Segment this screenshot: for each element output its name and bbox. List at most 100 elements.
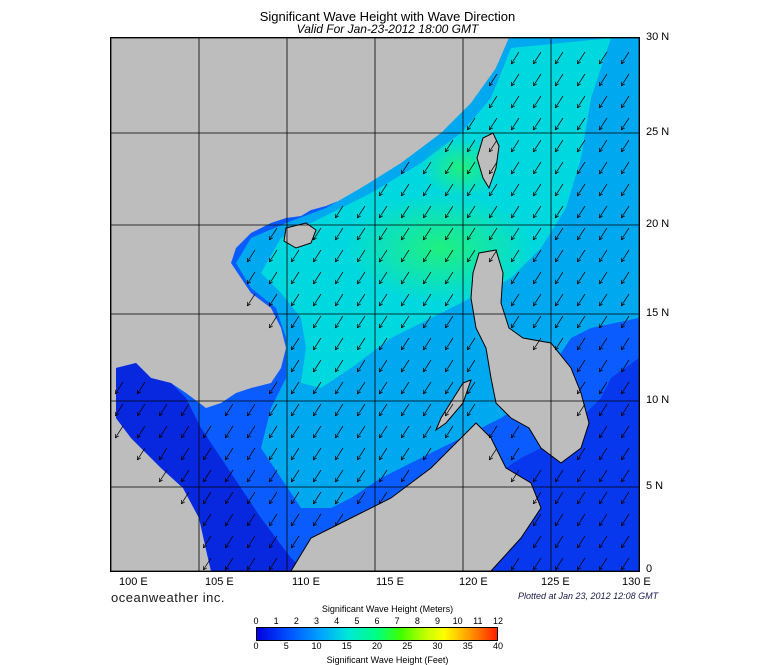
wave-arrow-shaft xyxy=(489,139,498,153)
wave-arrow-shaft xyxy=(401,359,410,373)
wave-arrow-shaft xyxy=(445,425,454,439)
wave-arrow-head xyxy=(577,523,581,527)
wave-arrow-shaft xyxy=(423,359,432,373)
wave-arrow-head xyxy=(313,347,317,351)
wave-arrow-shaft xyxy=(247,447,256,461)
wave-arrow-shaft xyxy=(357,469,366,483)
wave-arrow-head xyxy=(511,83,515,87)
wave-arrow-shaft xyxy=(379,337,388,351)
wave-arrow-shaft xyxy=(379,315,388,329)
wave-arrow-shaft xyxy=(423,381,432,395)
wave-arrow-head xyxy=(269,567,273,571)
wave-arrow-head xyxy=(203,567,207,571)
wave-arrow-shaft xyxy=(379,403,388,417)
wave-arrow-head xyxy=(247,545,251,549)
wave-arrow-head xyxy=(533,61,537,65)
wave-arrow-head xyxy=(291,501,295,505)
wave-arrow-head xyxy=(423,413,427,417)
wave-arrow-shaft xyxy=(467,183,476,197)
wave-arrow-shaft xyxy=(291,271,300,285)
wave-arrow-shaft xyxy=(357,227,366,241)
wave-arrow-shaft xyxy=(599,513,608,527)
wave-arrow-head xyxy=(489,237,493,241)
plotted-timestamp: Plotted at Jan 23, 2012 12:08 GMT xyxy=(518,591,659,601)
wave-arrow-shaft xyxy=(577,359,586,373)
wave-arrow-shaft xyxy=(621,425,630,439)
wave-arrow-head xyxy=(599,391,603,395)
wave-arrow-head xyxy=(335,523,339,527)
wave-arrow-shaft xyxy=(577,95,586,109)
colorbar-meter-tick: 1 xyxy=(273,616,279,626)
wave-arrow-head xyxy=(533,479,537,483)
wave-arrow-shaft xyxy=(555,205,564,219)
wave-arrow-head xyxy=(533,281,537,285)
wave-arrow-shaft xyxy=(533,469,542,483)
wave-arrow-shaft xyxy=(599,183,608,197)
wave-arrow-head xyxy=(379,237,383,241)
wave-arrow-head xyxy=(291,457,295,461)
wave-direction-arrows xyxy=(114,51,630,571)
wave-arrow-shaft xyxy=(181,447,190,461)
lon-label-125e: 125 E xyxy=(541,576,570,588)
wave-arrow-shaft xyxy=(577,513,586,527)
wave-arrow-head xyxy=(291,545,295,549)
wave-arrow-head xyxy=(291,413,295,417)
wave-arrow-head xyxy=(555,347,559,351)
wave-arrow-shaft xyxy=(555,491,564,505)
wave-arrow-shaft xyxy=(489,447,498,461)
wave-arrow-shaft xyxy=(225,447,234,461)
wave-arrow-shaft xyxy=(357,271,366,285)
wave-arrow-head xyxy=(247,501,251,505)
wave-arrow-head xyxy=(599,435,603,439)
wave-arrow-shaft xyxy=(335,381,344,395)
wave-arrow-head xyxy=(357,435,361,439)
wave-arrow-head xyxy=(335,237,339,241)
wave-arrow-head xyxy=(467,347,471,351)
wave-arrow-head xyxy=(577,545,581,549)
wave-arrow-head xyxy=(159,479,163,483)
lon-label-130e: 130 E xyxy=(622,576,651,588)
wave-arrow-head xyxy=(423,281,427,285)
wave-arrow-shaft xyxy=(269,425,278,439)
wave-arrow-shaft xyxy=(357,315,366,329)
wave-arrow-head xyxy=(577,391,581,395)
wave-arrow-head xyxy=(621,237,625,241)
lon-label-110e: 110 E xyxy=(292,576,320,588)
wave-arrow-head xyxy=(335,347,339,351)
wave-arrow-shaft xyxy=(533,535,542,549)
wave-arrow-shaft xyxy=(555,139,564,153)
wave-arrow-head xyxy=(269,237,273,241)
wave-arrow-shaft xyxy=(533,227,542,241)
wave-arrow-shaft xyxy=(511,557,520,571)
wave-arrow-shaft xyxy=(489,73,498,87)
wave-arrow-shaft xyxy=(445,403,454,417)
wave-arrow-head xyxy=(445,215,449,219)
wave-arrow-shaft xyxy=(489,205,498,219)
colorbar-meter-tick: 12 xyxy=(492,616,504,626)
wave-arrow-head xyxy=(401,347,405,351)
wave-arrow-shaft xyxy=(379,447,388,461)
wave-arrow-head xyxy=(379,259,383,263)
wave-arrow-shaft xyxy=(489,227,498,241)
wave-arrow-head xyxy=(335,413,339,417)
wave-arrow-shaft xyxy=(599,249,608,263)
wave-arrow-shaft xyxy=(621,491,630,505)
wave-arrow-shaft xyxy=(401,249,410,263)
wave-arrow-head xyxy=(445,149,449,153)
wave-arrow-shaft xyxy=(621,227,630,241)
wave-arrow-shaft xyxy=(137,425,146,439)
wave-arrow-head xyxy=(357,501,361,505)
wave-arrow-shaft xyxy=(511,469,520,483)
colorbar-feet-tick: 40 xyxy=(492,641,504,651)
wave-arrow-shaft xyxy=(313,491,322,505)
wave-arrow-shaft xyxy=(621,557,630,571)
wave-arrow-shaft xyxy=(379,359,388,373)
wave-arrow-head xyxy=(401,479,405,483)
colorbar-meter-tick: 4 xyxy=(334,616,340,626)
wave-arrow-head xyxy=(577,127,581,131)
wave-arrow-head xyxy=(335,325,339,329)
wave-arrow-shaft xyxy=(511,271,520,285)
wave-arrow-head xyxy=(159,413,163,417)
wave-arrow-shaft xyxy=(225,513,234,527)
wave-arrow-head xyxy=(511,215,515,219)
